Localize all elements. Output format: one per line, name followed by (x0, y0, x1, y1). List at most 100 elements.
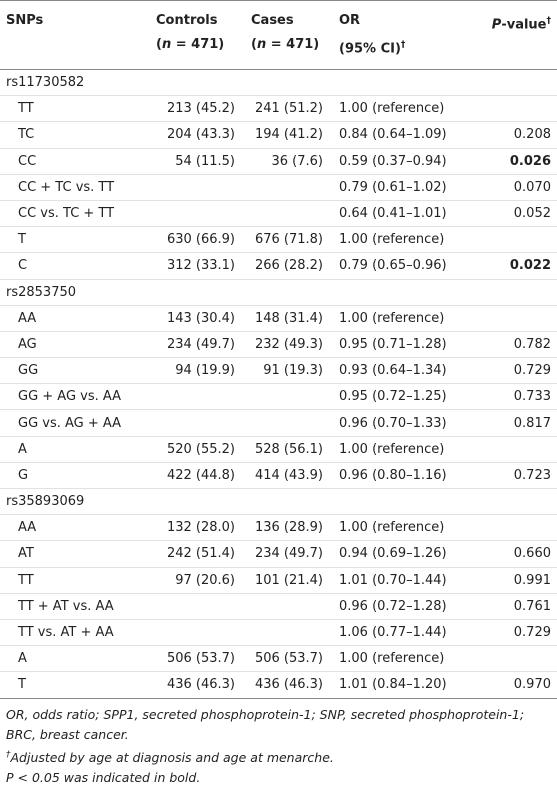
controls-cell: 204 (43.3) (166, 127, 235, 143)
or-cell: 1.00 (reference) (339, 651, 445, 667)
snp-cell: CC vs. TC + TT (18, 206, 115, 222)
snp-cell: TT + AT vs. AA (18, 598, 114, 614)
data-row: AA 132 (28.0) 136 (28.9) 1.00 (reference) (0, 515, 557, 541)
header-p: P-value† (483, 1, 557, 70)
controls-cell (150, 174, 245, 200)
data-row: A 520 (55.2) 528 (56.1) 1.00 (reference) (0, 436, 557, 463)
cases-cell: 234 (49.7) (254, 546, 323, 562)
controls-cell: 234 (49.7) (166, 336, 235, 352)
p-cell: 0.070 (513, 179, 551, 195)
snp-cell: C (18, 258, 28, 274)
header-text: ( (156, 37, 162, 52)
controls-cell (150, 619, 245, 645)
or-cell: 1.00 (reference) (339, 441, 445, 457)
snp-cell: GG vs. AG + AA (18, 415, 122, 431)
cases-cell: 91 (19.3) (263, 363, 323, 379)
section-title: rs11730582 (6, 75, 85, 91)
snp-cell: A (18, 441, 27, 457)
header-text: Controls (156, 13, 218, 28)
footnotes: OR, odds ratio; SPP1, secreted phosphopr… (0, 699, 557, 788)
cases-cell (245, 174, 333, 200)
p-cell: 0.970 (513, 677, 551, 693)
data-row: GG 94 (19.9) 91 (19.3) 0.93 (0.64–1.34) 0.72… (0, 358, 557, 384)
table: SNPs Controls (n = 471) Cases (n = 471) OR… (0, 0, 557, 698)
cases-cell: 436 (46.3) (254, 677, 323, 693)
or-cell: 1.00 (reference) (339, 310, 445, 326)
or-cell: 0.79 (0.61–1.02) (339, 179, 447, 195)
section-title: rs35893069 (6, 494, 85, 510)
p-cell: 0.817 (513, 415, 551, 431)
p-cell (483, 646, 557, 672)
header-cases: Cases (n = 471) (245, 1, 333, 70)
p-cell (483, 227, 557, 253)
p-cell (483, 96, 557, 122)
or-cell: 1.01 (0.70–1.44) (339, 572, 447, 588)
p-cell: 0.761 (513, 598, 551, 614)
header-row: SNPs Controls (n = 471) Cases (n = 471) OR… (0, 0, 557, 70)
data-row: A 506 (53.7) 506 (53.7) 1.00 (reference) (0, 646, 557, 672)
data-row: AA 143 (30.4) 148 (31.4) 1.00 (reference) (0, 305, 557, 332)
cases-cell (245, 593, 333, 619)
controls-cell (150, 593, 245, 619)
p-cell: 0.026 (509, 153, 551, 169)
cases-cell: 194 (41.2) (254, 127, 323, 143)
snp-cell: AT (18, 546, 34, 562)
data-row: AT 242 (51.4) 234 (49.7) 0.94 (0.69–1.26) 0.… (0, 541, 557, 568)
controls-cell: 630 (66.9) (166, 232, 235, 248)
data-row: GG vs. AG + AA 0.96 (0.70–1.33) 0.817 (0, 410, 557, 437)
cases-cell: 136 (28.9) (254, 520, 323, 536)
snp-cell: TT vs. AT + AA (18, 625, 114, 641)
header-controls: Controls (n = 471) (150, 1, 245, 70)
snp-cell: T (18, 232, 26, 248)
cases-cell: 232 (49.3) (254, 336, 323, 352)
data-row: CC vs. TC + TT 0.64 (0.41–1.01) 0.052 (0, 200, 557, 227)
snp-cell: CC + TC vs. TT (18, 179, 115, 195)
p-cell: 0.723 (513, 467, 551, 483)
controls-cell: 520 (55.2) (166, 441, 235, 457)
controls-cell (150, 200, 245, 226)
cases-cell (245, 384, 333, 410)
section-row: rs11730582 (0, 70, 557, 96)
snp-cell: TT (18, 572, 34, 588)
header-text: Cases (251, 13, 294, 28)
data-row: GG + AG vs. AA 0.95 (0.72–1.25) 0.733 (0, 384, 557, 410)
footnote: †Adjusted by age at diagnosis and age at… (6, 745, 551, 768)
header-text: † (546, 16, 552, 26)
header-snps: SNPs (6, 13, 44, 28)
section-title: rs2853750 (6, 284, 77, 300)
header-text: (95% CI) (339, 41, 401, 57)
cases-cell (245, 410, 333, 436)
header-text: = 471) (266, 37, 320, 52)
snp-cell: A (18, 651, 27, 667)
footnote-mark: † (6, 749, 11, 760)
or-cell: 0.64 (0.41–1.01) (339, 206, 447, 222)
cases-cell: 414 (43.9) (254, 467, 323, 483)
p-cell: 0.782 (513, 336, 551, 352)
p-cell: 0.208 (513, 127, 551, 143)
table-body: rs11730582 TT 213 (45.2) 241 (51.2) 1.00 (re… (0, 70, 557, 698)
or-cell: 0.93 (0.64–1.34) (339, 363, 447, 379)
snp-cell: AG (18, 336, 37, 352)
p-cell: 0.729 (513, 363, 551, 379)
controls-cell: 312 (33.1) (166, 258, 235, 274)
snp-cell: GG (18, 363, 39, 379)
header-text: † (400, 40, 406, 50)
data-row: TT vs. AT + AA 1.06 (0.77–1.44) 0.729 (0, 619, 557, 646)
snp-cell: CC (18, 153, 37, 169)
cases-cell: 36 (7.6) (271, 153, 324, 169)
snp-cell: GG + AG vs. AA (18, 389, 122, 405)
header-text: = 471) (171, 37, 225, 52)
data-row: CC 54 (11.5) 36 (7.6) 0.59 (0.37–0.94) 0.026 (0, 148, 557, 175)
snp-cell: G (18, 467, 29, 483)
or-cell: 1.06 (0.77–1.44) (339, 625, 447, 641)
cases-cell: 676 (71.8) (254, 232, 323, 248)
or-cell: 1.00 (reference) (339, 101, 445, 117)
cases-cell: 241 (51.2) (254, 101, 323, 117)
header-text: n (256, 37, 267, 52)
controls-cell: 422 (44.8) (166, 467, 235, 483)
cases-cell: 528 (56.1) (254, 441, 323, 457)
p-cell (483, 305, 557, 331)
controls-cell: 436 (46.3) (166, 677, 235, 693)
header-text: -value (501, 17, 547, 33)
